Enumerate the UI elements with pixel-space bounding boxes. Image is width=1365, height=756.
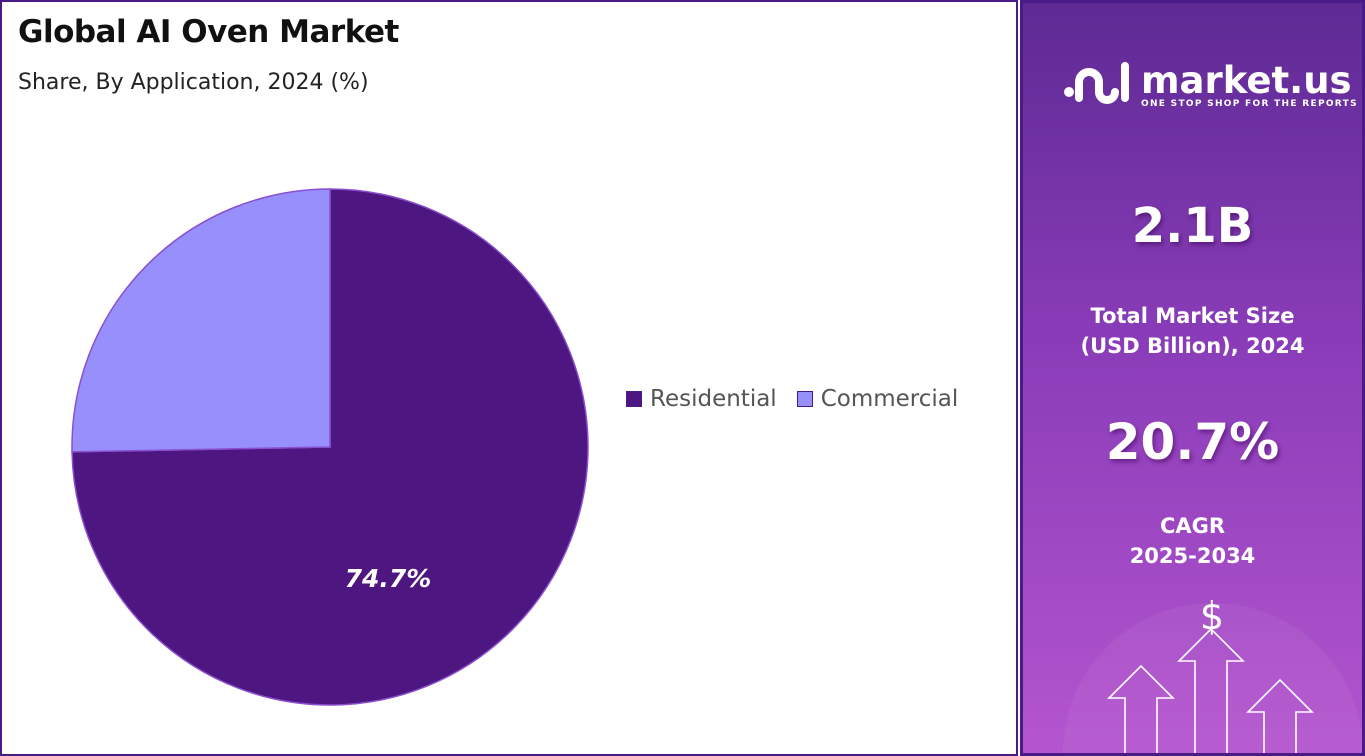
legend-label: Commercial xyxy=(820,386,959,412)
summary-panel: market.us ONE STOP SHOP FOR THE REPORTS … xyxy=(1020,0,1365,756)
chart-title: Global AI Oven Market xyxy=(18,14,399,50)
cagr-label-2: 2025-2034 xyxy=(1129,544,1256,568)
cagr-value: 20.7% xyxy=(1105,413,1280,471)
chart-panel: Global AI Oven Market Share, By Applicat… xyxy=(0,0,1018,756)
legend-swatch xyxy=(796,391,813,407)
legend-swatch xyxy=(626,391,642,407)
brand-tagline: ONE STOP SHOP FOR THE REPORTS xyxy=(1141,98,1358,109)
growth-arrows-icon: $ xyxy=(1063,594,1362,753)
legend-item-commercial[interactable]: Commercial xyxy=(796,386,959,412)
brand-name: market.us xyxy=(1141,58,1352,102)
legend-item-residential[interactable]: Residential xyxy=(626,386,777,412)
brand-logo: market.us ONE STOP SHOP FOR THE REPORTS xyxy=(1063,58,1358,112)
market-us-logo-icon xyxy=(1064,62,1129,104)
market-size-value: 2.1B xyxy=(1131,198,1254,254)
dollar-icon: $ xyxy=(1200,594,1224,638)
legend-label: Residential xyxy=(650,386,777,412)
cagr-label-1: CAGR xyxy=(1159,514,1226,538)
pie-chart: 74.7% xyxy=(71,188,589,706)
pie-slice-residential[interactable] xyxy=(71,188,589,706)
legend: Residential Commercial xyxy=(626,386,958,412)
slice-label-residential: 74.7% xyxy=(345,564,432,593)
market-size-label-2: (USD Billion), 2024 xyxy=(1080,334,1305,358)
pie-slice-commercial[interactable] xyxy=(71,188,331,453)
chart-subtitle: Share, By Application, 2024 (%) xyxy=(18,70,369,95)
market-size-label-1: Total Market Size xyxy=(1090,304,1295,328)
